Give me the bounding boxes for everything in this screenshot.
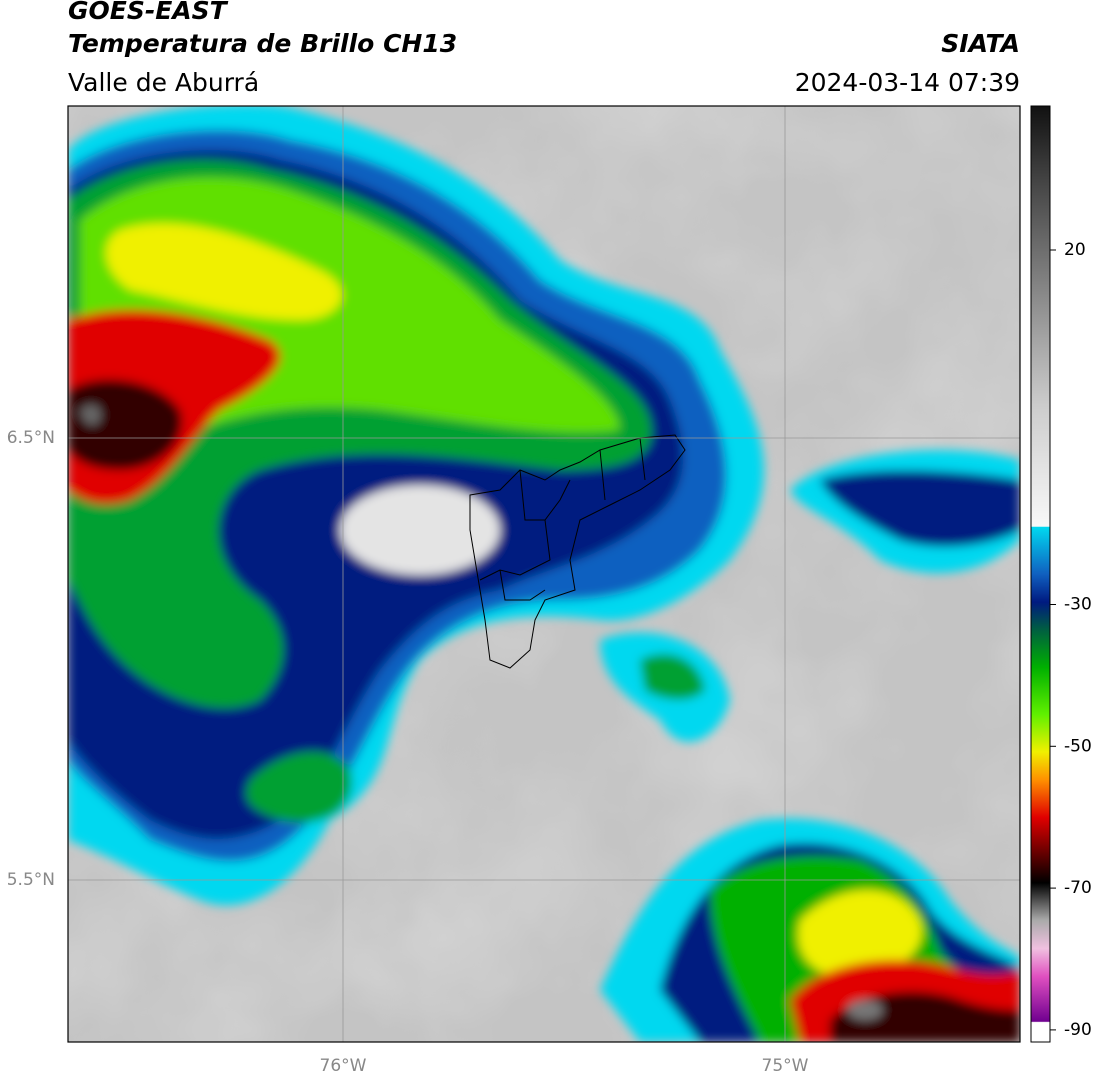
colorbar-tick-label: 20 bbox=[1064, 240, 1086, 260]
colorbar-tick-label: -70 bbox=[1064, 878, 1092, 898]
product: Temperatura de Brillo CH13 bbox=[68, 29, 457, 58]
colorbar-tick-label: -30 bbox=[1064, 595, 1092, 615]
lon-label: 76°W bbox=[320, 1056, 367, 1076]
source: SIATA bbox=[941, 29, 1020, 58]
satellite: GOES-EAST bbox=[68, 0, 229, 25]
colorbar-tick-label: -90 bbox=[1064, 1020, 1092, 1040]
lat-label: 5.5°N bbox=[7, 870, 55, 890]
colorbar-ticks: 20 -30 -50 -70 -90 bbox=[1050, 240, 1092, 1040]
lon-label: 75°W bbox=[762, 1056, 809, 1076]
map-frame bbox=[67, 105, 1021, 1043]
region: Valle de Aburrá bbox=[68, 68, 259, 97]
boundaries bbox=[469, 434, 686, 669]
lat-label: 6.5°N bbox=[7, 428, 55, 448]
colorbar bbox=[1030, 105, 1051, 1043]
satellite-image bbox=[68, 106, 1020, 1042]
datetime: 2024-03-14 07:39 bbox=[795, 68, 1020, 97]
graticule bbox=[68, 106, 1020, 1042]
colorbar-tick-label: -50 bbox=[1064, 736, 1092, 756]
